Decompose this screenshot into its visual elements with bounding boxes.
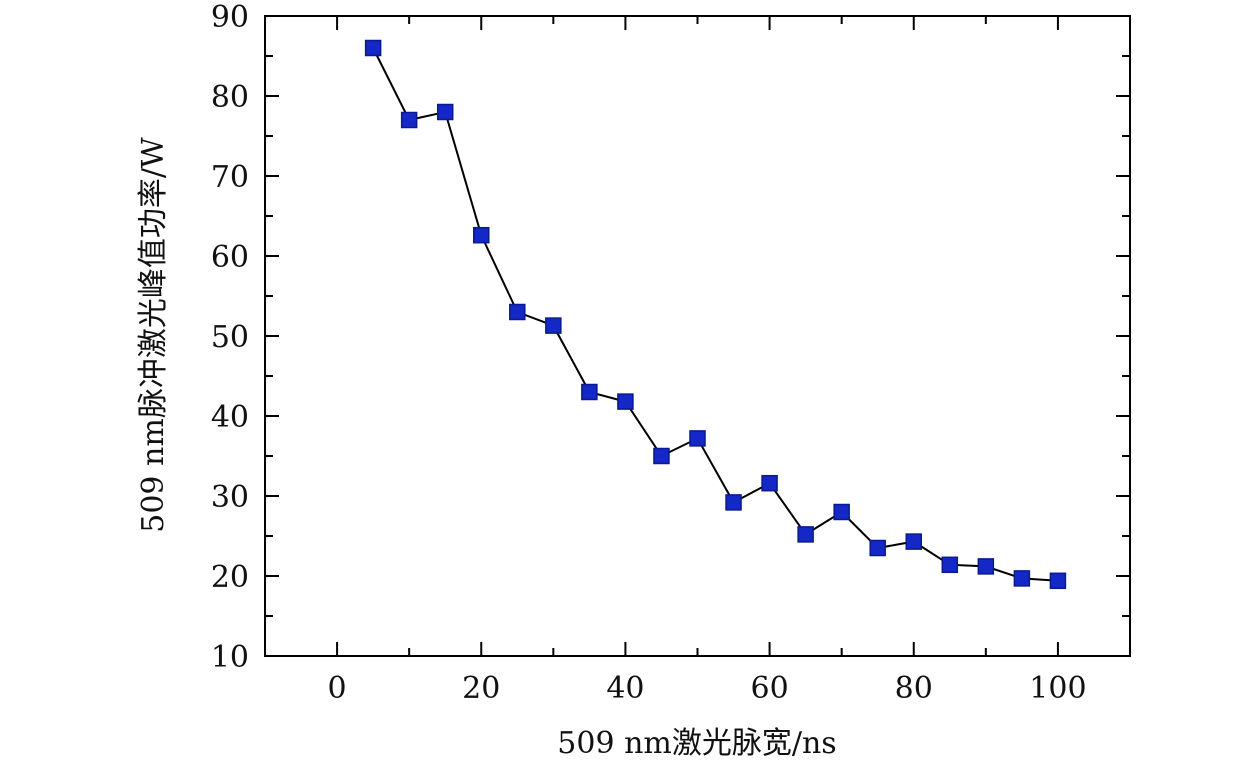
x-tick-label: 40 [606, 671, 644, 706]
y-tick-label: 90 [211, 0, 249, 35]
data-point [400, 111, 418, 129]
data-point [977, 558, 995, 575]
y-axis-title: 509 nm脉冲激光峰值功率/W [136, 137, 171, 533]
data-point [473, 226, 490, 244]
y-tick-label: 40 [211, 400, 249, 435]
x-tick-label: 80 [895, 671, 933, 706]
data-point [617, 393, 634, 410]
data-point [761, 474, 778, 492]
data-point [653, 447, 670, 465]
x-axis-tick-labels: 0 20 40 60 80 100 [328, 671, 1087, 706]
data-point [1013, 570, 1031, 587]
y-axis-tick-labels: 10 20 30 40 50 60 70 80 90 [211, 0, 249, 675]
y-tick-label: 30 [211, 480, 249, 515]
y-tick-label: 70 [211, 160, 249, 195]
x-axis-title: 509 nm激光脉宽/ns [557, 726, 836, 761]
data-point [797, 526, 814, 543]
y-tick-label: 60 [211, 240, 249, 275]
y-axis-ticks [265, 15, 1130, 657]
data-point [869, 539, 886, 557]
data-point [581, 383, 598, 401]
y-tick-label: 20 [211, 560, 249, 595]
series-line [372, 47, 1058, 582]
data-point [364, 39, 382, 57]
series-points [364, 39, 1067, 590]
x-tick-label: 60 [750, 671, 788, 706]
x-tick-label: 100 [1029, 671, 1086, 706]
x-tick-label: 0 [328, 671, 347, 706]
data-point [941, 556, 959, 574]
data-point [833, 503, 850, 521]
y-tick-label: 80 [211, 80, 249, 115]
x-axis-ticks [264, 16, 1131, 656]
data-point [509, 303, 526, 321]
plot-frame [264, 15, 1131, 657]
data-point [905, 533, 922, 550]
x-tick-label: 20 [462, 671, 500, 706]
data-point [436, 103, 454, 121]
data-point [1049, 572, 1067, 590]
data-point [725, 494, 742, 511]
data-point [689, 430, 706, 447]
y-tick-label: 10 [211, 640, 249, 675]
data-point [545, 317, 562, 334]
y-tick-label: 50 [211, 320, 249, 355]
